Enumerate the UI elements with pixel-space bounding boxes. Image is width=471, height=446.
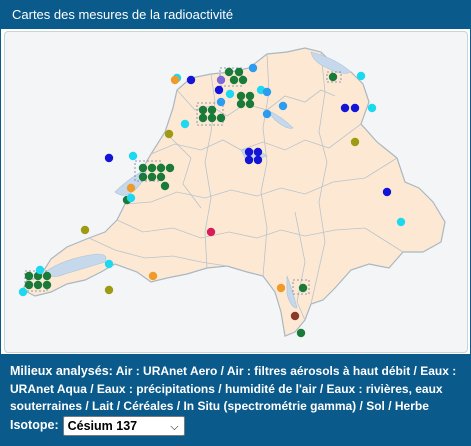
station-cyan[interactable] (356, 71, 366, 81)
station-green[interactable] (160, 181, 170, 191)
station-cyan[interactable] (126, 193, 136, 203)
station-green[interactable] (245, 91, 255, 101)
station-sky[interactable] (262, 87, 272, 97)
legend-item[interactable]: Herbe (394, 399, 429, 413)
legend-item[interactable]: humidité de l'air (224, 381, 317, 396)
legend-text: Milieux analysés: Air : URAnet Aero / Ai… (10, 364, 457, 414)
station-brown[interactable] (290, 311, 300, 321)
station-blue[interactable] (340, 103, 350, 113)
station-blue[interactable] (244, 147, 254, 157)
station-green[interactable] (245, 99, 255, 109)
legend-item[interactable]: Air : filtres aérosols à haut débit (226, 364, 411, 378)
lake-zurich (266, 109, 294, 129)
legend-heading: Milieux analysés: (10, 364, 113, 378)
station-selected[interactable] (216, 75, 226, 85)
station-green[interactable] (207, 105, 217, 115)
isotope-select[interactable]: Césium 137 ⌵ (62, 416, 185, 436)
map-view[interactable] (4, 31, 468, 353)
station-cyan[interactable] (396, 217, 406, 227)
station-sky[interactable] (278, 101, 288, 111)
station-green[interactable] (296, 328, 306, 338)
switzerland-map[interactable] (5, 32, 467, 352)
station-green[interactable] (216, 113, 226, 123)
station-green[interactable] (24, 280, 34, 290)
station-orange[interactable] (276, 283, 286, 293)
lake-maggiore (286, 275, 298, 309)
station-green[interactable] (198, 105, 208, 115)
station-cyan[interactable] (180, 119, 190, 129)
station-green[interactable] (24, 271, 34, 281)
lake-constance (310, 51, 352, 74)
legend-item[interactable]: Sol (366, 399, 385, 413)
station-orange[interactable] (126, 183, 136, 193)
station-green[interactable] (238, 75, 248, 85)
station-olive[interactable] (104, 285, 114, 295)
station-green[interactable] (33, 280, 43, 290)
lake-geneva (44, 253, 107, 277)
station-cyan[interactable] (104, 259, 114, 269)
isotope-label: Isotope: (10, 418, 59, 433)
station-olive[interactable] (80, 225, 90, 235)
legend-item[interactable]: In Situ (spectrométrie gamma) (183, 399, 357, 413)
station-green[interactable] (207, 113, 217, 123)
station-green[interactable] (229, 75, 239, 85)
station-cyan[interactable] (18, 287, 28, 297)
station-blue[interactable] (104, 153, 114, 163)
station-blue[interactable] (214, 85, 224, 95)
station-sky[interactable] (216, 97, 226, 107)
station-green[interactable] (156, 172, 166, 182)
station-green[interactable] (165, 163, 175, 173)
legend-item[interactable]: Céréales (123, 399, 174, 413)
station-cyan[interactable] (367, 103, 377, 113)
legend-item[interactable]: Eaux : rivières, eaux souterraines (10, 381, 443, 414)
legend-item[interactable]: Lait (92, 399, 114, 413)
chevron-down-icon: ⌵ (170, 421, 179, 433)
legend-item[interactable]: Air : URAnet Aero (115, 364, 218, 378)
station-blue[interactable] (253, 155, 263, 165)
station-cyan[interactable] (128, 151, 138, 161)
station-cyan[interactable] (35, 265, 45, 275)
station-sky[interactable] (262, 109, 272, 119)
station-blue[interactable] (186, 75, 196, 85)
map-title: Cartes des mesures de la radioactivité (12, 7, 234, 22)
station-green[interactable] (298, 283, 308, 293)
station-orange[interactable] (148, 271, 158, 281)
station-blue[interactable] (244, 155, 254, 165)
station-green[interactable] (236, 99, 246, 109)
legend-item[interactable]: Eaux : URAnet Aqua (10, 364, 457, 396)
station-magenta[interactable] (206, 227, 216, 237)
station-green[interactable] (156, 163, 166, 173)
station-sky[interactable] (248, 63, 258, 73)
station-cyan[interactable] (225, 89, 235, 99)
station-green[interactable] (328, 72, 338, 82)
station-green[interactable] (198, 113, 208, 123)
station-blue[interactable] (253, 147, 263, 157)
title-bar: Cartes des mesures de la radioactivité (1, 1, 470, 29)
isotope-selected-value: Césium 137 (67, 419, 138, 433)
station-green[interactable] (234, 67, 244, 77)
stations[interactable] (18, 63, 406, 338)
station-olive[interactable] (164, 129, 174, 139)
switzerland-outline (22, 47, 446, 337)
station-blue[interactable] (350, 103, 360, 113)
station-green[interactable] (42, 271, 52, 281)
station-green[interactable] (224, 67, 234, 77)
station-green[interactable] (42, 280, 52, 290)
station-green[interactable] (138, 163, 148, 173)
station-green[interactable] (147, 163, 157, 173)
station-olive[interactable] (350, 137, 360, 147)
station-orange[interactable] (170, 75, 180, 85)
station-blue[interactable] (382, 187, 392, 197)
isotope-row: Isotope: Césium 137 ⌵ (10, 416, 185, 436)
legend-item[interactable]: Eaux : précipitations (96, 381, 215, 396)
station-green[interactable] (147, 172, 157, 182)
station-green[interactable] (138, 172, 148, 182)
station-green[interactable] (236, 91, 246, 101)
legend-panel: Milieux analysés: Air : URAnet Aero / Ai… (1, 354, 470, 445)
